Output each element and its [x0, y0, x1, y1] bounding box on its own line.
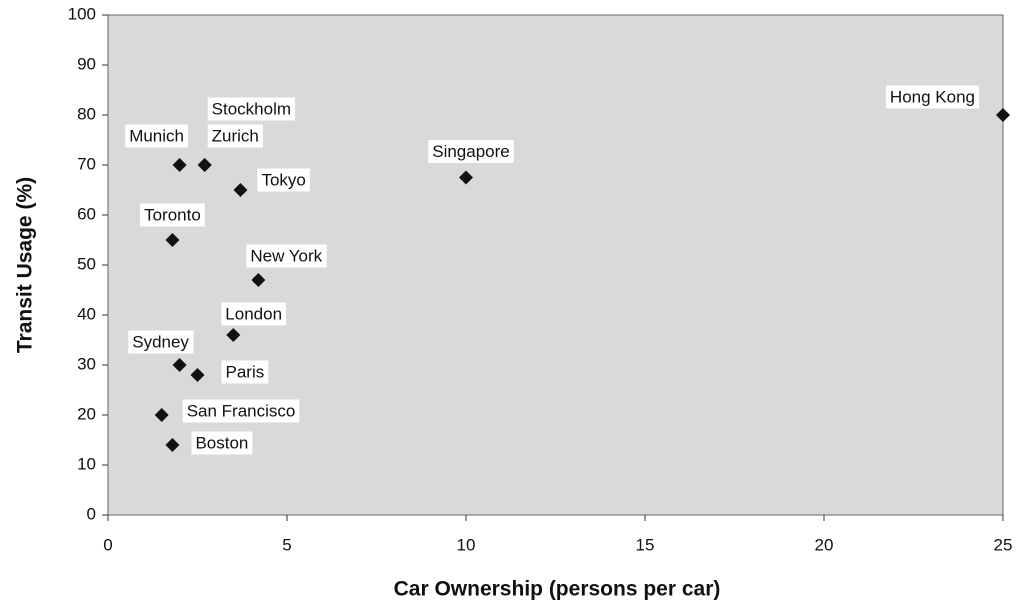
point	[172, 158, 187, 172]
y-tick-label: 100	[68, 4, 96, 23]
label-box	[428, 139, 514, 163]
label-box	[257, 168, 310, 192]
point-label: Singapore	[432, 142, 510, 161]
point-label: Hong Kong	[890, 87, 975, 106]
point-label: London	[225, 304, 282, 323]
x-tick-label: 10	[457, 535, 476, 554]
point-label: Munich	[129, 126, 184, 145]
label-box	[207, 97, 296, 121]
x-tick-label: 5	[282, 535, 291, 554]
point	[165, 233, 180, 247]
x-tick-label: 15	[636, 535, 655, 554]
point-label: San Francisco	[187, 401, 296, 420]
label-box	[207, 124, 263, 148]
point-label: New York	[250, 246, 322, 265]
y-tick-label: 10	[77, 454, 96, 473]
label-box	[128, 330, 194, 354]
point	[190, 368, 205, 382]
label-box	[140, 203, 205, 227]
point-label: Paris	[226, 362, 265, 381]
y-axis-title: Transit Usage (%)	[14, 177, 37, 353]
y-tick-label: 80	[77, 104, 96, 123]
point-label: Toronto	[144, 205, 201, 224]
label-box	[182, 399, 300, 423]
y-tick-label: 50	[77, 254, 96, 273]
y-tick-label: 40	[77, 304, 96, 323]
point	[233, 183, 248, 197]
label-box	[246, 244, 327, 268]
y-tick-label: 90	[77, 54, 96, 73]
x-tick-label: 0	[103, 535, 112, 554]
y-tick-label: 0	[87, 504, 96, 523]
x-tick-label: 25	[994, 535, 1013, 554]
point-label: Stockholm	[212, 99, 291, 118]
label-box	[221, 360, 269, 384]
point	[172, 358, 187, 372]
point-label: Boston	[195, 433, 248, 452]
label-box	[885, 85, 979, 109]
point	[197, 158, 212, 172]
point-label: Zurich	[212, 126, 259, 145]
point	[459, 170, 473, 185]
x-tick-label: 20	[815, 535, 834, 554]
y-tick-label: 20	[77, 404, 96, 423]
point	[226, 328, 241, 342]
point	[165, 438, 180, 452]
point-label: Tokyo	[261, 170, 305, 189]
label-box	[221, 302, 287, 326]
y-tick-label: 70	[77, 154, 96, 173]
point	[154, 408, 169, 422]
label-box	[191, 431, 253, 455]
y-tick-label: 30	[77, 354, 96, 373]
point	[996, 108, 1010, 122]
x-axis-title: Car Ownership (persons per car)	[394, 578, 721, 601]
label-box	[125, 124, 189, 148]
point	[251, 273, 266, 287]
y-tick-label: 60	[77, 204, 96, 223]
point-label: Sydney	[132, 332, 189, 351]
